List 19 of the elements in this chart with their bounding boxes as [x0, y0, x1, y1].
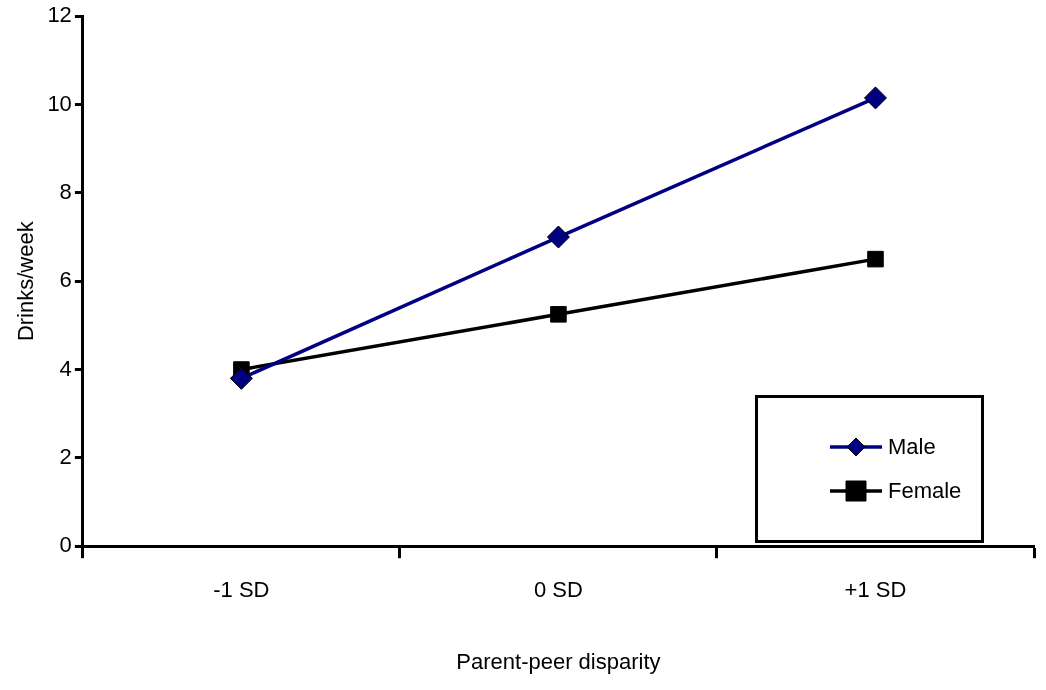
y-tick-label: 12: [47, 2, 72, 28]
x-tick-label: +1 SD: [844, 577, 907, 603]
y-tick-label: 8: [59, 178, 72, 204]
point: [863, 86, 887, 110]
legend-label: Female: [888, 478, 962, 504]
y-tick-label: 6: [59, 267, 72, 293]
point: [550, 306, 567, 323]
legend-label: Male: [888, 434, 936, 460]
y-tick-label: 2: [59, 443, 72, 469]
point: [229, 366, 253, 390]
point: [867, 250, 884, 268]
y-tick-label: 4: [59, 355, 72, 381]
x-tick-label: 0 SD: [533, 577, 583, 603]
y-tick-label: 0: [59, 532, 72, 558]
y-axis-title: Drinks/week: [13, 220, 39, 342]
x-axis-title: Parent-peer disparity: [456, 648, 661, 674]
x-tick-label: -1 SD: [213, 577, 270, 603]
y-tick-label: 10: [47, 90, 72, 116]
point: [546, 225, 570, 249]
